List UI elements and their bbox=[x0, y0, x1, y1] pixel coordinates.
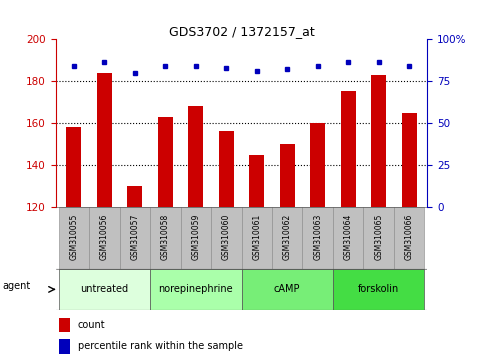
Bar bbox=[59, 318, 71, 332]
Text: forskolin: forskolin bbox=[358, 284, 399, 295]
Bar bbox=[59, 339, 71, 354]
Bar bbox=[371, 75, 386, 207]
Text: GSM310063: GSM310063 bbox=[313, 213, 322, 260]
Bar bbox=[310, 123, 326, 207]
Bar bbox=[58, 269, 150, 310]
Bar bbox=[333, 207, 363, 269]
Text: GSM310056: GSM310056 bbox=[100, 213, 109, 260]
Bar bbox=[211, 207, 242, 269]
Bar bbox=[242, 207, 272, 269]
Bar bbox=[219, 131, 234, 207]
Text: GSM310066: GSM310066 bbox=[405, 213, 413, 260]
Text: count: count bbox=[78, 320, 105, 330]
Text: GSM310059: GSM310059 bbox=[191, 213, 200, 260]
Text: GSM310064: GSM310064 bbox=[344, 213, 353, 260]
Title: GDS3702 / 1372157_at: GDS3702 / 1372157_at bbox=[169, 25, 314, 38]
Bar bbox=[120, 207, 150, 269]
Text: GSM310060: GSM310060 bbox=[222, 213, 231, 260]
Bar bbox=[89, 207, 120, 269]
Bar bbox=[363, 207, 394, 269]
Bar bbox=[333, 269, 425, 310]
Bar bbox=[249, 155, 264, 207]
Bar bbox=[66, 127, 82, 207]
Text: untreated: untreated bbox=[80, 284, 128, 295]
Bar bbox=[97, 73, 112, 207]
Text: GSM310061: GSM310061 bbox=[252, 214, 261, 260]
Bar bbox=[181, 207, 211, 269]
Text: percentile rank within the sample: percentile rank within the sample bbox=[78, 341, 243, 352]
Text: GSM310058: GSM310058 bbox=[161, 214, 170, 260]
Text: GSM310065: GSM310065 bbox=[374, 213, 383, 260]
Text: GSM310057: GSM310057 bbox=[130, 213, 139, 260]
Bar bbox=[58, 207, 89, 269]
Bar bbox=[188, 106, 203, 207]
Bar bbox=[401, 113, 417, 207]
Text: norepinephrine: norepinephrine bbox=[158, 284, 233, 295]
Bar bbox=[302, 207, 333, 269]
Bar bbox=[150, 207, 181, 269]
Text: agent: agent bbox=[2, 281, 30, 291]
Bar bbox=[150, 269, 242, 310]
Bar bbox=[272, 207, 302, 269]
Bar bbox=[242, 269, 333, 310]
Bar bbox=[341, 91, 356, 207]
Text: cAMP: cAMP bbox=[274, 284, 300, 295]
Bar bbox=[394, 207, 425, 269]
Bar bbox=[127, 186, 142, 207]
Text: GSM310062: GSM310062 bbox=[283, 214, 292, 260]
Text: GSM310055: GSM310055 bbox=[70, 213, 78, 260]
Bar bbox=[157, 117, 173, 207]
Bar bbox=[280, 144, 295, 207]
